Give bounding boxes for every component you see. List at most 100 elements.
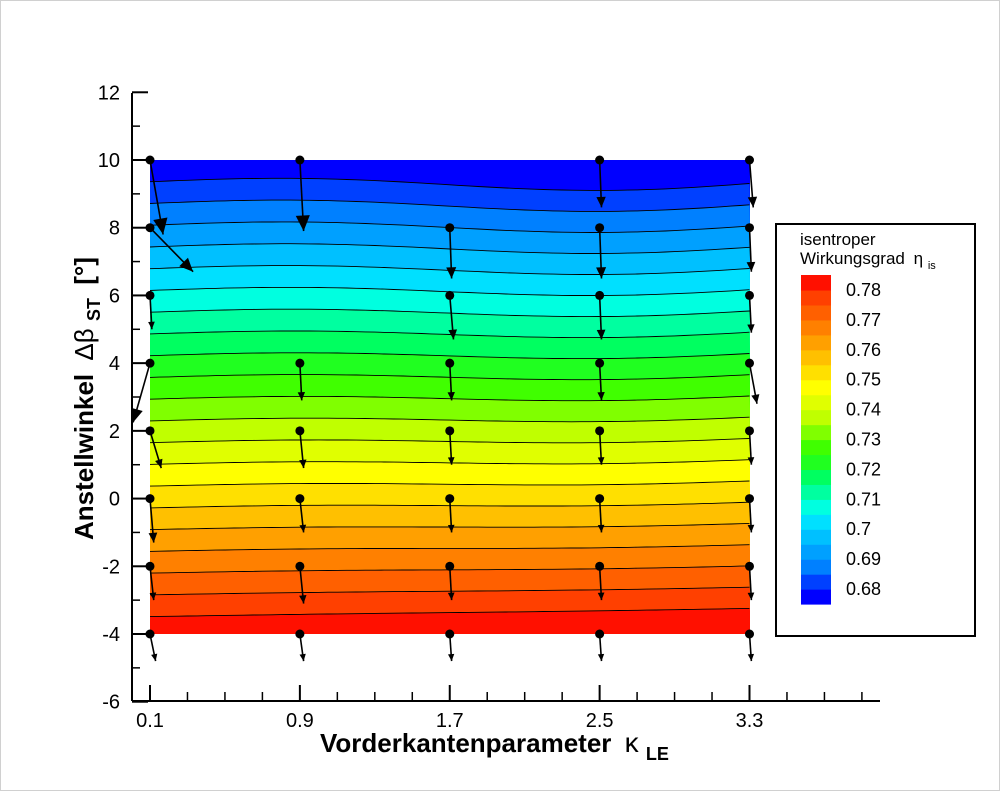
colorbar-bands [801,275,831,605]
y-tick-label: 10 [98,150,120,172]
vector-head [746,261,756,272]
vector-head [596,329,606,340]
contour-line [150,586,750,596]
colorbar-band [801,514,831,530]
colorbar-band [801,589,831,605]
axes: -6 -4 -2 0 2 4 6 8 10 12 0.1 0.9 1.7 2.5 3.3 [98,82,880,732]
x-tick-label: 2.5 [586,710,614,732]
vector-head [299,459,307,469]
colorbar-band [801,379,831,396]
vector-markers [130,155,760,662]
contour-line [150,544,750,552]
y-axis-title: Anstellwinkel Δβ ST [°] [69,257,106,540]
data-point [145,358,155,368]
vector-head [153,217,168,235]
data-point [595,561,605,571]
vector-head [155,458,163,469]
colorbar-label: 0.74 [846,400,881,420]
contour-line [150,330,750,339]
colorbar-band [801,454,831,471]
vector-head [297,392,306,401]
contour-line [150,308,750,318]
vector-head [447,653,455,662]
colorbar-band [801,424,831,441]
colorbar-band [801,469,831,485]
y-tick-label: 0 [109,489,120,511]
x-tick-label: 0.1 [136,710,164,732]
y-tick-label: -2 [102,556,120,578]
data-point [745,290,754,300]
colorbar-label: 0.69 [846,549,881,569]
contour-line [150,352,750,360]
data-point [445,290,455,300]
vector-arrow [145,494,158,543]
vector-arrow [595,561,605,601]
vector-head [149,592,157,601]
vector-arrow [295,561,307,604]
data-point [745,629,754,639]
vector-arrow [445,223,457,279]
x-ticks: 0.1 0.9 1.7 2.5 3.3 [136,685,863,732]
vector-head [447,592,455,601]
vector-arrow [445,561,455,601]
y-ticks: -6 -4 -2 0 2 4 6 8 10 12 [98,82,148,714]
vector-head [751,394,760,404]
data-point [295,358,305,368]
data-point [445,629,455,639]
vector-arrow [145,629,158,662]
vector-arrow [145,426,163,469]
colorbar-band [801,499,831,515]
x-tick-label: 3.3 [736,710,764,732]
colorbar-label: 0.78 [846,280,881,300]
colorbar-band [801,529,831,545]
colorbar-label: 0.76 [846,340,881,360]
vector-head [447,457,455,465]
data-point [295,494,305,504]
vector-head [597,392,605,401]
y-tick-label: -4 [102,624,120,646]
vector-arrow [745,155,758,208]
colorbar-label: 0.75 [846,370,881,390]
data-point [445,494,455,504]
vector-arrow [445,290,458,340]
vector-head [597,592,605,601]
y-tick-label: -6 [102,692,120,714]
colorbar-band [801,559,831,575]
vector-arrow [445,358,455,401]
vector-head [446,267,457,279]
colorbar-band [801,289,831,306]
colorbar-band [801,275,831,291]
vector-head [597,524,605,533]
data-point [745,494,754,504]
vector-head [447,392,455,401]
data-point [145,629,155,639]
data-point [745,426,754,436]
colorbar-legend: isentroper Wirkungsgrad η is 0.780.770.7… [775,223,976,637]
data-point [595,358,605,368]
vector-head [596,267,607,279]
vector-head [299,524,307,533]
vector-arrow [595,358,605,401]
colorbar-band [801,349,831,366]
contour-line [150,199,750,212]
colorbar-label: 0.77 [846,310,881,330]
vector-head [597,653,605,662]
data-point [595,494,605,504]
vector-head [447,524,455,533]
data-point [445,223,455,233]
vector-arrow [745,494,755,533]
data-point [745,358,754,368]
vector-arrow [145,561,157,601]
y-tick-label: 6 [109,285,120,307]
vector-arrow [295,494,307,533]
vector-arrow [295,358,306,401]
vector-head [747,324,755,333]
colorbar-band [801,439,831,456]
data-point [595,155,605,165]
vector-arrow [745,290,755,333]
vector-arrow [445,494,455,533]
contour-line [150,416,750,423]
data-point [145,561,155,571]
x-tick-label: 0.9 [286,710,314,732]
colorbar-band [801,319,831,336]
